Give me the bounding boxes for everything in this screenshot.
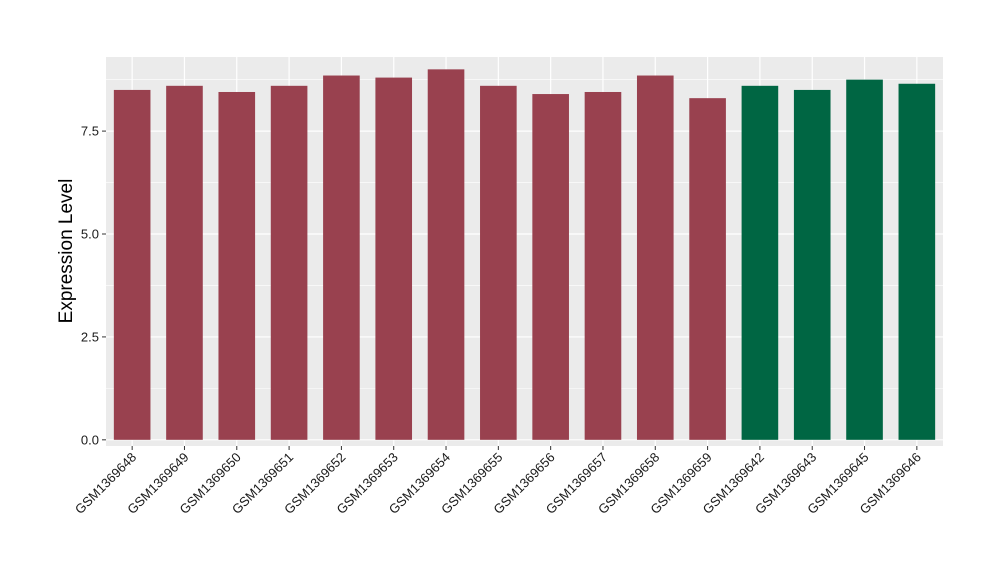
bar-GSM1369652 [323, 75, 360, 440]
y-axis-title: Expression Level [56, 179, 77, 324]
y-tick-label: 7.5 [81, 124, 99, 139]
bars [113, 69, 936, 440]
bar-GSM1369645 [846, 79, 883, 440]
bar-GSM1369642 [741, 85, 779, 440]
bar-GSM1369651 [270, 85, 308, 440]
bar-GSM1369658 [636, 75, 674, 440]
bar-GSM1369659 [689, 98, 726, 440]
bar-GSM1369650 [218, 91, 256, 440]
bar-GSM1369656 [532, 94, 569, 440]
bar-GSM1369646 [898, 83, 936, 440]
bar-GSM1369643 [793, 89, 831, 440]
bar-GSM1369654 [427, 69, 465, 440]
y-axis: 0.0 2.5 5.0 7.5 [81, 124, 106, 447]
y-tick-label: 2.5 [81, 329, 99, 344]
x-axis: GSM1369648GSM1369649GSM1369650GSM1369651… [72, 446, 924, 517]
y-tick-label: 0.0 [81, 432, 99, 447]
y-tick-label: 5.0 [81, 227, 99, 242]
bar-GSM1369649 [166, 85, 203, 440]
bar-GSM1369653 [375, 77, 413, 440]
bar-GSM1369648 [113, 89, 151, 440]
bar-GSM1369655 [480, 85, 517, 440]
bar-GSM1369657 [584, 91, 622, 440]
